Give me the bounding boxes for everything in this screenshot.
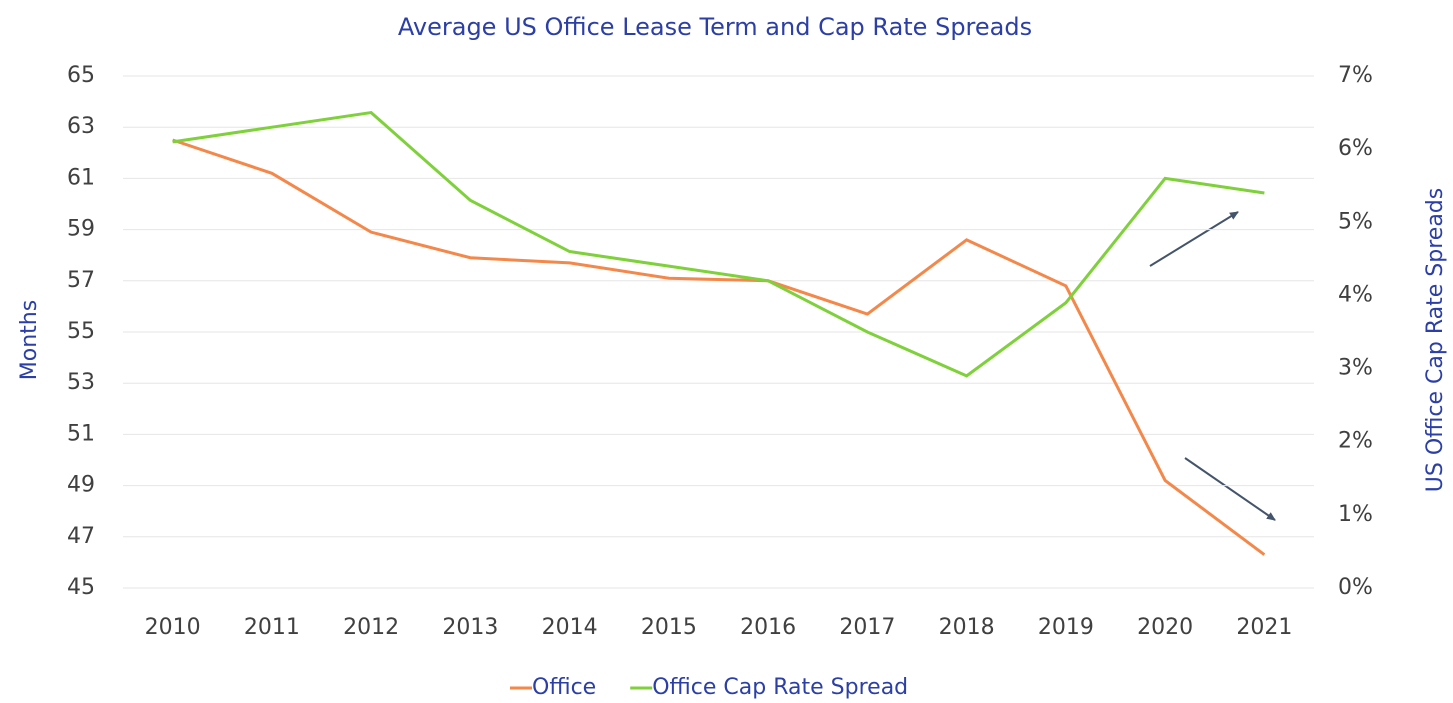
x-tick-label: 2015 (641, 615, 697, 640)
y2-tick-label: 1% (1338, 502, 1373, 527)
x-tick-label: 2019 (1038, 615, 1094, 640)
y-tick-label: 47 (67, 524, 95, 549)
y2-tick-label: 6% (1338, 136, 1373, 161)
y2-axis-label: US Office Cap Rate Spreads (1423, 188, 1448, 492)
chart-title: Average US Office Lease Term and Cap Rat… (398, 13, 1032, 41)
y2-tick-label: 4% (1338, 282, 1373, 307)
line-series (172, 110, 1265, 378)
x-tick-label: 2012 (343, 615, 399, 640)
x-tick-label: 2016 (740, 615, 796, 640)
y-tick-label: 61 (67, 165, 95, 190)
y2-tick-label: 2% (1338, 429, 1373, 454)
y2-tick-label: 7% (1338, 63, 1373, 88)
y-tick-label: 51 (67, 421, 95, 446)
legend-label: Office (532, 675, 596, 700)
x-tick-label: 2017 (839, 615, 895, 640)
y-tick-label: 55 (67, 319, 95, 344)
y-tick-label: 45 (67, 575, 95, 600)
x-tick-label: 2010 (145, 615, 201, 640)
line-series (172, 138, 1266, 556)
x-tick-label: 2020 (1137, 615, 1193, 640)
y2-tick-label: 0% (1338, 575, 1373, 600)
y-axis-label: Months (17, 300, 42, 380)
y-tick-label: 65 (67, 63, 95, 88)
y2-tick-label: 3% (1338, 356, 1373, 381)
x-tick-label: 2011 (244, 615, 300, 640)
annotation-arrow (1149, 211, 1239, 267)
x-tick-label: 2014 (542, 615, 598, 640)
y-tick-label: 57 (67, 268, 95, 293)
y-tick-label: 53 (67, 370, 95, 395)
y-tick-label: 59 (67, 217, 95, 242)
y2-tick-label: 5% (1338, 209, 1373, 234)
legend-label: Office Cap Rate Spread (652, 675, 908, 700)
annotation-arrow (1184, 457, 1276, 521)
y-tick-label: 49 (67, 473, 95, 498)
x-tick-label: 2018 (939, 615, 995, 640)
y-tick-label: 63 (67, 114, 95, 139)
x-tick-label: 2021 (1236, 615, 1292, 640)
x-tick-label: 2013 (442, 615, 498, 640)
